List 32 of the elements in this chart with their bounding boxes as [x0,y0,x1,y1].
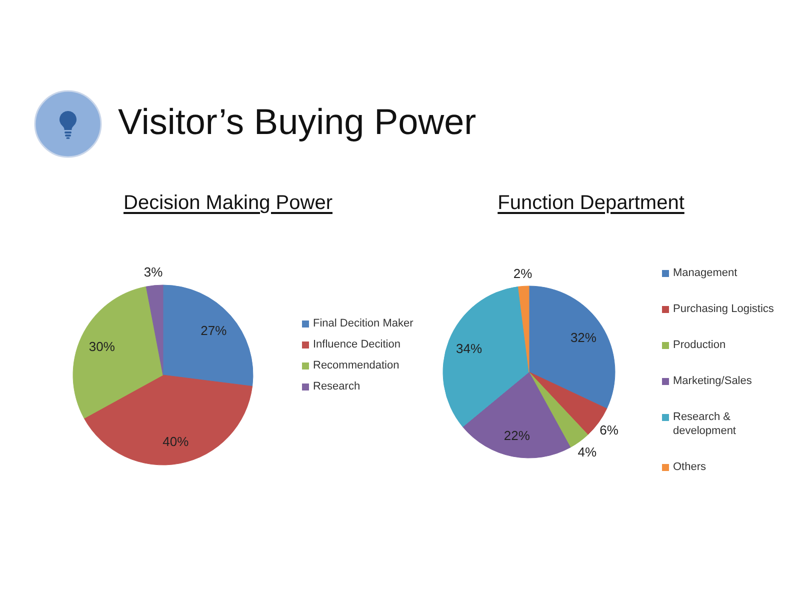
pie-slice [146,284,164,376]
pie-slice [518,286,530,372]
legend-label: Influence Decition [313,338,400,352]
pie-slice [442,286,530,428]
legend-label: Recommendation [313,358,400,372]
chart-title: Decision Making Power [124,192,332,215]
legend-label: Others [673,460,706,474]
legend-label: Production [673,338,726,352]
legend-label: Research [313,380,360,394]
data-label: 30% [88,338,116,354]
pie-slice [162,284,254,387]
legend-label: Management [673,266,738,280]
legend-label: Purchasing Logistics [673,302,774,316]
text: Visitor’s Buying Power [118,101,476,143]
pie-slice [462,372,571,458]
legend-label: Final Decition Maker [313,316,414,330]
data-label: 22% [504,428,530,443]
legend-label: Research & development [673,410,737,438]
pie-slice [528,372,588,448]
legend-label: Marketing/Sales [673,374,752,388]
data-label: 40% [162,434,190,449]
pie-slice [84,374,253,466]
data-label: 32% [570,330,597,345]
data-label: 6% [600,422,619,438]
pie-slice [528,286,616,409]
data-label: 27% [200,322,228,338]
data-label: 3% [144,264,164,280]
data-label: 2% [513,266,533,281]
data-label: 34% [456,340,482,356]
data-label: 4% [578,444,597,460]
chart-title: Function Department [498,192,684,215]
pie-slice [72,286,164,419]
